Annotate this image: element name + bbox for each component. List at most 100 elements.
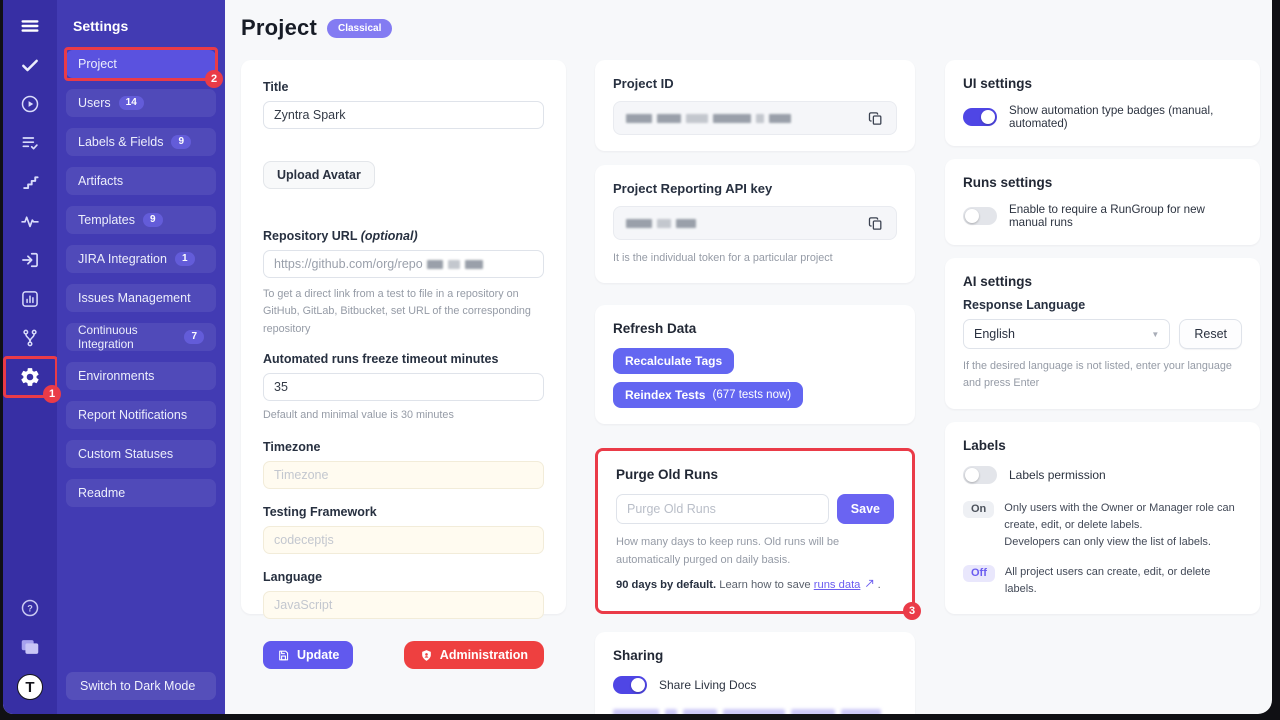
ai-settings-title: AI settings xyxy=(963,274,1033,289)
runs-play-icon[interactable] xyxy=(17,92,43,116)
testing-framework-input[interactable] xyxy=(263,526,544,555)
purge-save-button[interactable]: Save xyxy=(836,494,894,525)
pulse-analytics-icon[interactable] xyxy=(17,209,43,233)
settings-gear-icon[interactable]: 1 xyxy=(3,356,61,403)
steps-icon[interactable] xyxy=(17,170,43,194)
copy-project-id-button[interactable] xyxy=(867,110,884,127)
rungroup-required-toggle[interactable] xyxy=(963,207,997,225)
language-label: Language xyxy=(263,570,323,585)
title-label: Title xyxy=(263,80,289,94)
redacted-text xyxy=(686,113,708,123)
tests-check-icon[interactable] xyxy=(17,53,43,77)
git-branch-icon[interactable] xyxy=(17,326,43,350)
api-key-help: It is the individual token for a particu… xyxy=(613,252,833,264)
response-language-select[interactable]: English ▼ xyxy=(963,319,1171,349)
reindex-tests-button[interactable]: Reindex Tests (677 tests now) xyxy=(613,382,804,409)
repository-url-input[interactable]: https://github.com/org/repo xyxy=(263,250,544,278)
sidebar-item-jira-integration[interactable]: JIRA Integration 1 xyxy=(66,245,216,273)
redacted-text xyxy=(447,259,460,269)
settings-sidebar: Settings Project 2 Users 14 Labels & Fie… xyxy=(57,0,225,714)
title-input[interactable] xyxy=(263,101,544,129)
sidebar-item-artifacts[interactable]: Artifacts xyxy=(66,167,216,195)
count-badge: 9 xyxy=(142,213,163,227)
automation-badges-label: Show automation type badges (manual, aut… xyxy=(1009,104,1214,130)
page-header: Project Classical xyxy=(241,15,393,41)
labels-off-badge: Off xyxy=(963,564,995,582)
sidebar-item-readme[interactable]: Readme xyxy=(66,479,216,507)
response-language-label: Response Language xyxy=(963,298,1086,312)
sidebar-item-custom-statuses[interactable]: Custom Statuses xyxy=(66,440,216,468)
rungroup-required-label: Enable to require a RunGroup for new man… xyxy=(1009,203,1205,229)
sidebar-item-report-notifications[interactable]: Report Notifications xyxy=(66,401,216,429)
sidebar-item-project[interactable]: Project 2 xyxy=(64,47,223,88)
count-badge: 1 xyxy=(174,252,195,266)
project-type-badge: Classical xyxy=(326,18,393,38)
redacted-text xyxy=(769,113,791,123)
automation-badges-toggle[interactable] xyxy=(963,108,997,126)
labels-off-text: All project users can create, edit, or d… xyxy=(1004,565,1211,595)
upload-avatar-button[interactable]: Upload Avatar xyxy=(263,161,375,189)
project-id-card: Project ID xyxy=(595,60,915,151)
api-key-label: Project Reporting API key xyxy=(613,181,773,196)
import-icon[interactable] xyxy=(17,248,43,272)
runs-settings-card: Runs settings Enable to require a RunGro… xyxy=(945,159,1260,245)
sidebar-item-continuous-integration[interactable]: Continuous Integration 7 xyxy=(66,323,216,351)
help-icon[interactable]: ? xyxy=(17,596,43,620)
count-badge: 14 xyxy=(118,96,144,110)
purge-default-note: 90 days by default. Learn how to save ru… xyxy=(616,579,881,592)
share-living-docs-toggle[interactable] xyxy=(613,676,647,695)
labels-permission-toggle[interactable] xyxy=(963,465,997,484)
labels-card: Labels Labels permission On Only users w… xyxy=(945,421,1260,614)
svg-text:?: ? xyxy=(27,603,33,613)
redacted-text xyxy=(626,113,652,123)
sidebar-item-issues-management[interactable]: Issues Management xyxy=(66,284,216,312)
count-badge: 7 xyxy=(184,330,204,344)
freeze-timeout-input[interactable] xyxy=(263,372,544,401)
annotation-box-3: Purge Old Runs Save How many days to kee… xyxy=(595,448,921,621)
sidebar-item-environments[interactable]: Environments xyxy=(66,362,216,390)
column-general: Title Upload Avatar Repository URL (opti… xyxy=(241,60,566,670)
labels-on-badge: On xyxy=(963,500,995,518)
chevron-down-icon: ▼ xyxy=(1151,329,1160,339)
reset-language-button[interactable]: Reset xyxy=(1179,319,1242,349)
living-docs-link-redacted xyxy=(613,708,897,714)
annotation-badge-3: 3 xyxy=(903,602,921,621)
repository-url-label: Repository URL (optional) xyxy=(263,229,418,243)
reports-chart-icon[interactable] xyxy=(17,287,43,311)
timezone-input[interactable] xyxy=(263,461,544,490)
recalculate-tags-button[interactable]: Recalculate Tags xyxy=(613,348,735,375)
language-input[interactable] xyxy=(263,591,544,620)
freeze-timeout-label: Automated runs freeze timeout minutes xyxy=(263,351,499,366)
sharing-card: Sharing Share Living Docs Enable Public … xyxy=(595,632,915,714)
purge-title: Purge Old Runs xyxy=(616,467,719,483)
project-id-label: Project ID xyxy=(613,76,674,91)
update-button[interactable]: Update xyxy=(263,641,354,670)
switch-dark-mode-button[interactable]: Switch to Dark Mode xyxy=(66,672,216,700)
sidebar-title: Settings xyxy=(73,18,129,34)
column-right: UI settings Show automation type badges … xyxy=(945,60,1260,614)
sidebar-item-labels-fields[interactable]: Labels & Fields 9 xyxy=(66,128,216,156)
repository-url-help: To get a direct link from a test to file… xyxy=(263,288,531,335)
purge-days-input[interactable] xyxy=(616,494,829,525)
redacted-text xyxy=(713,113,751,123)
save-icon xyxy=(277,649,290,662)
runs-settings-title: Runs settings xyxy=(963,175,1053,190)
share-living-docs-label: Share Living Docs xyxy=(659,678,757,693)
labels-on-text: Only users with the Owner or Manager rol… xyxy=(1004,501,1235,548)
redacted-text xyxy=(756,113,764,123)
projects-folders-icon[interactable] xyxy=(17,635,43,659)
count-badge: 9 xyxy=(171,135,192,149)
administration-button[interactable]: Administration xyxy=(403,641,544,670)
hamburger-menu-icon[interactable] xyxy=(17,14,43,38)
runs-data-link[interactable]: runs data xyxy=(813,579,861,592)
purge-old-runs-card: Purge Old Runs Save How many days to kee… xyxy=(598,451,912,612)
copy-api-key-button[interactable] xyxy=(867,215,884,232)
sidebar-item-users[interactable]: Users 14 xyxy=(66,89,216,117)
annotation-badge-1: 1 xyxy=(43,385,61,403)
ai-settings-help: If the desired language is not listed, e… xyxy=(963,360,1232,390)
redacted-text xyxy=(676,218,696,228)
sidebar-item-templates[interactable]: Templates 9 xyxy=(66,206,216,234)
test-plans-icon[interactable] xyxy=(17,131,43,155)
user-avatar[interactable]: T xyxy=(17,674,43,700)
